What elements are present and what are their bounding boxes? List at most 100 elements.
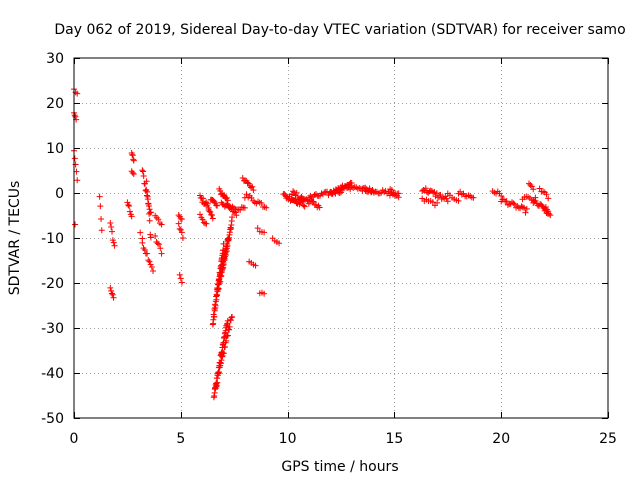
y-tick-label: -40 (41, 366, 64, 382)
data-point (525, 180, 532, 187)
x-tick-label: 20 (492, 431, 510, 447)
data-point (233, 212, 240, 219)
data-point (147, 231, 154, 238)
data-point (216, 279, 223, 286)
data-point (200, 195, 207, 202)
data-point (498, 193, 505, 200)
data-point (145, 201, 152, 208)
data-point (547, 212, 554, 219)
data-point (221, 343, 228, 350)
chart-title: Day 062 of 2019, Sidereal Day-to-day VTE… (54, 22, 625, 38)
data-point (98, 227, 105, 234)
data-point (220, 261, 227, 268)
data-point (125, 202, 132, 209)
data-point (145, 257, 152, 264)
data-point (523, 205, 530, 212)
data-point (107, 219, 114, 226)
data-point (301, 203, 308, 210)
data-point (252, 262, 259, 269)
data-point (543, 210, 550, 217)
data-point (373, 188, 380, 195)
data-point (144, 188, 151, 195)
data-point (213, 296, 220, 303)
data-point (395, 194, 402, 201)
data-point (510, 200, 517, 207)
axis-ticks (74, 58, 609, 419)
y-tick-label: -50 (41, 411, 64, 427)
data-point (250, 187, 257, 194)
data-point (300, 202, 307, 209)
data-point (207, 208, 214, 215)
data-point (179, 235, 186, 242)
data-point (311, 191, 318, 198)
data-point (176, 225, 183, 232)
x-tick-labels: 0 5 10 15 20 25 (70, 431, 617, 447)
data-point (258, 200, 265, 207)
data-point (155, 216, 162, 223)
data-point (108, 223, 115, 230)
data-point (178, 216, 185, 223)
data-point (130, 170, 137, 177)
data-point (156, 241, 163, 248)
data-point (217, 360, 224, 367)
y-tick-label: 0 (55, 186, 64, 202)
data-point (126, 208, 133, 215)
data-point (244, 179, 251, 186)
y-tick-label: 30 (46, 51, 64, 67)
data-point (381, 189, 388, 196)
data-point (130, 157, 137, 164)
x-tick-label: 25 (599, 431, 617, 447)
data-point (72, 113, 79, 120)
data-point (261, 229, 268, 236)
data-point (147, 234, 154, 241)
data-point (546, 210, 553, 217)
y-tick-labels: 30 20 10 0 -10 -20 -30 -40 -50 (41, 51, 64, 427)
data-point (220, 350, 227, 357)
data-point (224, 317, 231, 324)
data-point (223, 337, 230, 344)
data-point (130, 156, 137, 163)
data-point (219, 353, 226, 360)
data-point (318, 190, 325, 197)
data-point (391, 191, 398, 198)
data-point (111, 242, 118, 249)
data-points (71, 86, 554, 401)
data-point (362, 184, 369, 191)
data-point (503, 198, 510, 205)
data-point (177, 275, 184, 282)
data-point (110, 239, 117, 246)
data-point (178, 279, 185, 286)
data-point (142, 187, 149, 194)
y-tick-label: -10 (41, 231, 64, 247)
data-point (239, 174, 246, 181)
data-point (276, 240, 283, 247)
data-point (154, 240, 161, 247)
y-tick-label: 20 (46, 96, 64, 112)
data-point (530, 186, 537, 193)
data-point (521, 204, 528, 211)
data-point (443, 195, 450, 202)
data-point (228, 314, 235, 321)
data-point (157, 245, 164, 252)
data-point (146, 210, 153, 217)
data-point (293, 200, 300, 207)
data-point (175, 212, 182, 219)
data-point (429, 199, 436, 206)
data-point (213, 383, 220, 390)
data-point (129, 151, 136, 158)
data-point (519, 204, 526, 211)
data-point (144, 196, 151, 203)
data-point (527, 181, 534, 188)
data-point (107, 284, 114, 291)
data-point (223, 245, 230, 252)
data-point (110, 294, 117, 301)
y-tick-label: -30 (41, 321, 64, 337)
data-point (386, 192, 393, 199)
data-point (214, 379, 221, 386)
data-point (213, 382, 220, 389)
data-point (290, 188, 297, 195)
data-point (545, 195, 552, 202)
data-point (444, 198, 451, 205)
data-point (430, 189, 437, 196)
